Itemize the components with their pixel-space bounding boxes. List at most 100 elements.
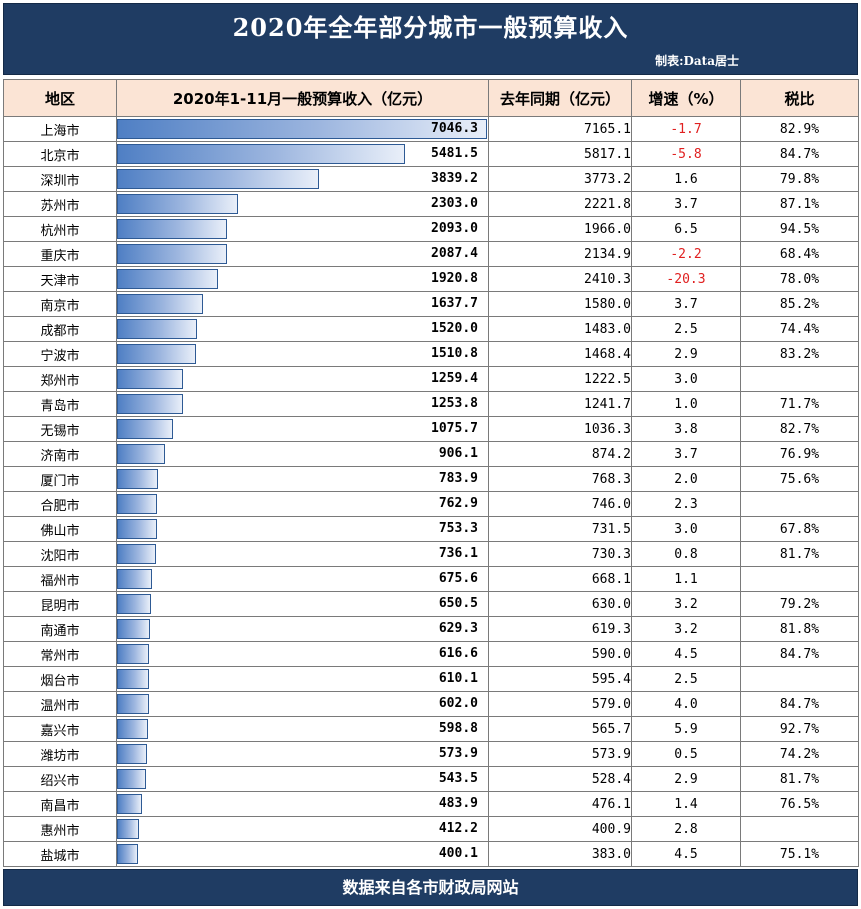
previous-value-cell: 1580.0 [488, 291, 632, 317]
table-row: 济南市 906.1 874.2 3.7 76.9% [3, 441, 859, 467]
table-row: 苏州市 2303.0 2221.8 3.7 87.1% [3, 191, 859, 217]
revenue-bar [117, 844, 138, 864]
growth-cell: 1.0 [631, 391, 741, 417]
tax-ratio-cell: 94.5% [740, 216, 859, 242]
table-row: 宁波市 1510.8 1468.4 2.9 83.2% [3, 341, 859, 367]
title-banner: 2020年全年部分城市一般预算收入 制表:Data居士 [3, 3, 858, 75]
tax-ratio-cell: 87.1% [740, 191, 859, 217]
revenue-value: 3839.2 [431, 171, 478, 186]
previous-value-cell: 579.0 [488, 691, 632, 717]
table-row: 惠州市 412.2 400.9 2.8 [3, 816, 859, 842]
table-row: 潍坊市 573.9 573.9 0.5 74.2% [3, 741, 859, 767]
revenue-value: 1259.4 [431, 371, 478, 386]
revenue-cell: 2087.4 [116, 241, 489, 267]
table-row: 合肥市 762.9 746.0 2.3 [3, 491, 859, 517]
revenue-cell: 650.5 [116, 591, 489, 617]
revenue-value: 610.1 [438, 671, 478, 686]
column-header-revenue: 2020年1-11月一般预算收入（亿元） [116, 79, 489, 117]
revenue-value: 602.0 [438, 696, 478, 711]
growth-cell: 4.5 [631, 841, 741, 867]
growth-cell: 6.5 [631, 216, 741, 242]
previous-value-cell: 590.0 [488, 641, 632, 667]
revenue-value: 629.3 [438, 621, 478, 636]
previous-value-cell: 1222.5 [488, 366, 632, 392]
growth-cell: 1.4 [631, 791, 741, 817]
city-cell: 烟台市 [3, 666, 117, 692]
revenue-value: 1510.8 [431, 346, 478, 361]
revenue-cell: 616.6 [116, 641, 489, 667]
revenue-cell: 1510.8 [116, 341, 489, 367]
revenue-bar [117, 119, 487, 139]
growth-cell: 1.6 [631, 166, 741, 192]
previous-value-cell: 668.1 [488, 566, 632, 592]
previous-value-cell: 573.9 [488, 741, 632, 767]
tax-ratio-cell: 76.5% [740, 791, 859, 817]
tax-ratio-cell: 79.8% [740, 166, 859, 192]
growth-cell: 2.5 [631, 316, 741, 342]
tax-ratio-cell: 84.7% [740, 691, 859, 717]
tax-ratio-cell: 82.7% [740, 416, 859, 442]
previous-value-cell: 595.4 [488, 666, 632, 692]
tax-ratio-cell: 76.9% [740, 441, 859, 467]
growth-cell: 3.7 [631, 441, 741, 467]
revenue-value: 783.9 [438, 471, 478, 486]
revenue-bar [117, 219, 227, 239]
tax-ratio-cell [740, 666, 859, 692]
growth-cell: 3.2 [631, 616, 741, 642]
tax-ratio-cell: 82.9% [740, 116, 859, 142]
table-row: 嘉兴市 598.8 565.7 5.9 92.7% [3, 716, 859, 742]
revenue-cell: 1075.7 [116, 416, 489, 442]
growth-cell: 3.8 [631, 416, 741, 442]
previous-value-cell: 746.0 [488, 491, 632, 517]
table-row: 昆明市 650.5 630.0 3.2 79.2% [3, 591, 859, 617]
revenue-bar [117, 694, 149, 714]
revenue-bar [117, 469, 158, 489]
revenue-value: 616.6 [438, 646, 478, 661]
city-cell: 惠州市 [3, 816, 117, 842]
revenue-value: 1075.7 [431, 421, 478, 436]
revenue-cell: 483.9 [116, 791, 489, 817]
growth-cell: -1.7 [631, 116, 741, 142]
credit-label: 制表:Data居士 [655, 54, 739, 68]
revenue-bar [117, 319, 197, 339]
revenue-bar [117, 294, 203, 314]
revenue-bar [117, 244, 227, 264]
growth-cell: 2.0 [631, 466, 741, 492]
revenue-cell: 906.1 [116, 441, 489, 467]
column-header-tax-ratio: 税比 [740, 79, 859, 117]
revenue-bar [117, 719, 148, 739]
previous-value-cell: 528.4 [488, 766, 632, 792]
growth-cell: 3.7 [631, 291, 741, 317]
tax-ratio-cell: 68.4% [740, 241, 859, 267]
growth-cell: 2.9 [631, 766, 741, 792]
table-row: 烟台市 610.1 595.4 2.5 [3, 666, 859, 692]
table-row: 重庆市 2087.4 2134.9 -2.2 68.4% [3, 241, 859, 267]
tax-ratio-cell [740, 816, 859, 842]
revenue-cell: 1253.8 [116, 391, 489, 417]
table-row: 无锡市 1075.7 1036.3 3.8 82.7% [3, 416, 859, 442]
growth-cell: -20.3 [631, 266, 741, 292]
revenue-value: 762.9 [438, 496, 478, 511]
revenue-bar [117, 269, 218, 289]
previous-value-cell: 476.1 [488, 791, 632, 817]
growth-cell: 5.9 [631, 716, 741, 742]
tax-ratio-cell: 74.4% [740, 316, 859, 342]
growth-cell: 3.7 [631, 191, 741, 217]
city-cell: 福州市 [3, 566, 117, 592]
revenue-bar [117, 794, 142, 814]
previous-value-cell: 3773.2 [488, 166, 632, 192]
city-cell: 厦门市 [3, 466, 117, 492]
revenue-cell: 412.2 [116, 816, 489, 842]
revenue-bar [117, 669, 149, 689]
previous-value-cell: 2221.8 [488, 191, 632, 217]
previous-value-cell: 400.9 [488, 816, 632, 842]
tax-ratio-cell: 78.0% [740, 266, 859, 292]
city-cell: 南通市 [3, 616, 117, 642]
revenue-value: 412.2 [438, 821, 478, 836]
previous-value-cell: 1483.0 [488, 316, 632, 342]
previous-value-cell: 731.5 [488, 516, 632, 542]
revenue-cell: 629.3 [116, 616, 489, 642]
growth-cell: 4.0 [631, 691, 741, 717]
revenue-cell: 5481.5 [116, 141, 489, 167]
